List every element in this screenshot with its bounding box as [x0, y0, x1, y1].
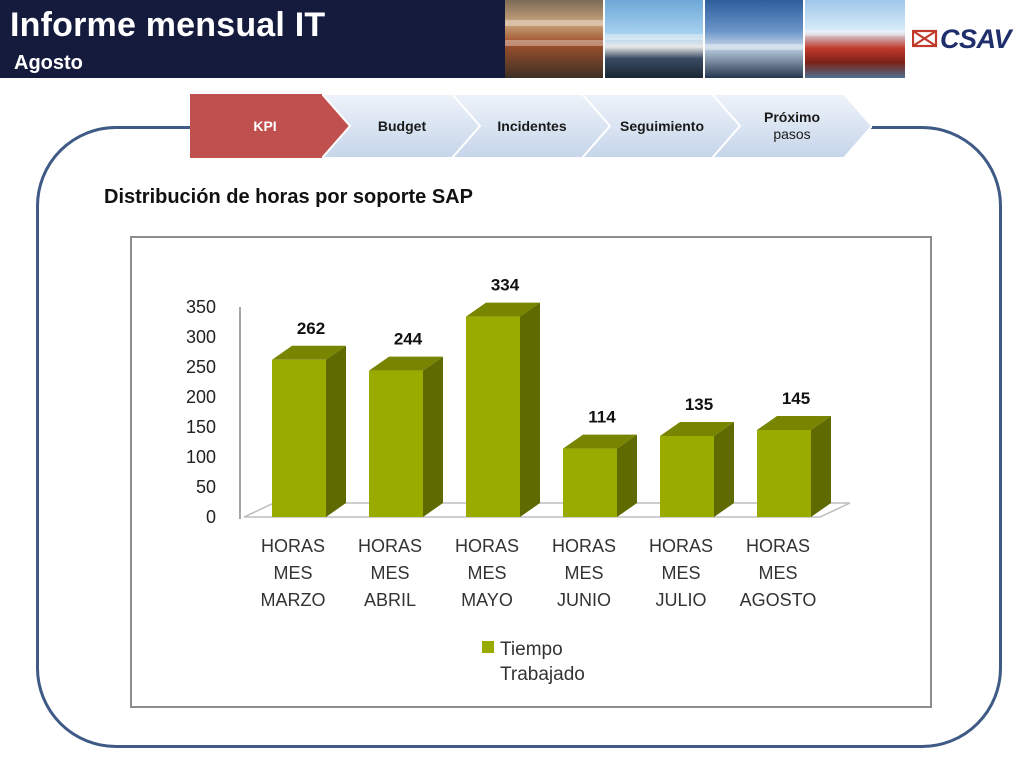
page-subtitle: Agosto — [14, 52, 83, 74]
bar-side — [423, 356, 443, 517]
bar-chart: 350 300 250 200 150 100 50 0 262 HORAS MES MARZO 244… — [186, 276, 851, 685]
data-label: 262 — [297, 319, 325, 338]
x-tick-label: MES — [564, 563, 603, 583]
header: Informe mensual IT Agosto CSAV — [0, 0, 1024, 78]
process-step-label-bold: Próximo — [763, 109, 820, 125]
data-label: 135 — [685, 395, 713, 414]
bar-side — [811, 416, 831, 517]
x-tick-label: JULIO — [655, 590, 706, 610]
chevron-shape-active — [190, 94, 350, 158]
process-step-label: Próximo pasos — [732, 94, 852, 158]
legend-label: Trabajado — [500, 664, 585, 685]
bar-top — [369, 356, 443, 371]
bar-top — [466, 302, 540, 317]
process-step-kpi[interactable]: KPI — [190, 94, 350, 158]
bar — [466, 316, 520, 517]
bar-top — [660, 422, 734, 436]
y-tick-label: 0 — [206, 507, 216, 527]
bar-top — [563, 434, 637, 449]
bar-side — [617, 434, 637, 517]
legend-label: Tiempo — [500, 639, 563, 660]
page-title: Informe mensual IT — [10, 6, 326, 44]
x-tick-label: HORAS — [455, 536, 519, 556]
process-step-label: KPI — [253, 117, 277, 134]
chart-title: Distribución de horas por soporte SAP — [104, 186, 473, 208]
x-tick-label: HORAS — [358, 536, 422, 556]
y-tick-label: 350 — [186, 297, 216, 317]
x-tick-label: MAYO — [461, 590, 513, 610]
company-logo: CSAV — [912, 23, 1012, 54]
y-tick-label: 50 — [196, 477, 216, 497]
chart-container: 350 300 250 200 150 100 50 0 262 HORAS MES MARZO 244… — [130, 236, 932, 708]
header-photo-crane — [705, 0, 803, 78]
title-block: Informe mensual IT Agosto — [0, 0, 505, 78]
legend-swatch — [482, 641, 494, 653]
y-tick-label: 100 — [186, 447, 216, 467]
y-tick-label: 150 — [186, 417, 216, 437]
data-label: 145 — [782, 389, 810, 408]
process-step-label: Incidentes — [497, 117, 567, 134]
bar-top — [757, 416, 831, 430]
process-step-label: Budget — [377, 117, 427, 134]
x-tick-label: HORAS — [261, 536, 325, 556]
x-tick-label: JUNIO — [557, 590, 611, 610]
bar — [757, 430, 811, 517]
process-nav: KPI Budget Incidentes Seguimiento Próxim… — [190, 93, 880, 159]
bar-side — [520, 302, 540, 517]
x-tick-label: ABRIL — [364, 590, 416, 610]
process-step-incidentes[interactable]: Incidentes — [449, 93, 614, 159]
data-label: 244 — [394, 330, 423, 349]
bar — [660, 436, 714, 517]
process-step-label-light: pasos — [773, 126, 811, 142]
bar-side — [714, 422, 734, 517]
x-tick-label: HORAS — [746, 536, 810, 556]
process-step-label: Seguimiento — [619, 117, 704, 134]
y-tick-label: 200 — [186, 387, 216, 407]
x-tick-label: MES — [467, 563, 506, 583]
process-step-proximos-pasos[interactable]: Próximo pasos — [709, 93, 874, 159]
header-photo-red-ship — [805, 0, 905, 78]
data-label: 114 — [588, 408, 616, 427]
bar — [369, 370, 423, 517]
logo-text: CSAV — [940, 23, 1012, 54]
bar — [563, 448, 617, 517]
x-tick-label: MES — [273, 563, 312, 583]
x-tick-label: MES — [758, 563, 797, 583]
header-photo-cargo-ship — [605, 0, 703, 78]
x-tick-label: MES — [661, 563, 700, 583]
bar-side — [326, 345, 346, 517]
bar-top — [272, 345, 346, 360]
x-tick-label: MES — [370, 563, 409, 583]
x-tick-label: MARZO — [261, 590, 326, 610]
data-label: 334 — [491, 276, 520, 295]
header-photo-containers — [505, 0, 603, 78]
y-tick-label: 300 — [186, 327, 216, 347]
y-tick-label: 250 — [186, 357, 216, 377]
process-step-budget[interactable]: Budget — [319, 93, 484, 159]
x-tick-label: AGOSTO — [740, 590, 817, 610]
bar — [272, 359, 326, 517]
logo-flag-icon — [912, 29, 938, 48]
x-tick-label: HORAS — [552, 536, 616, 556]
x-tick-label: HORAS — [649, 536, 713, 556]
